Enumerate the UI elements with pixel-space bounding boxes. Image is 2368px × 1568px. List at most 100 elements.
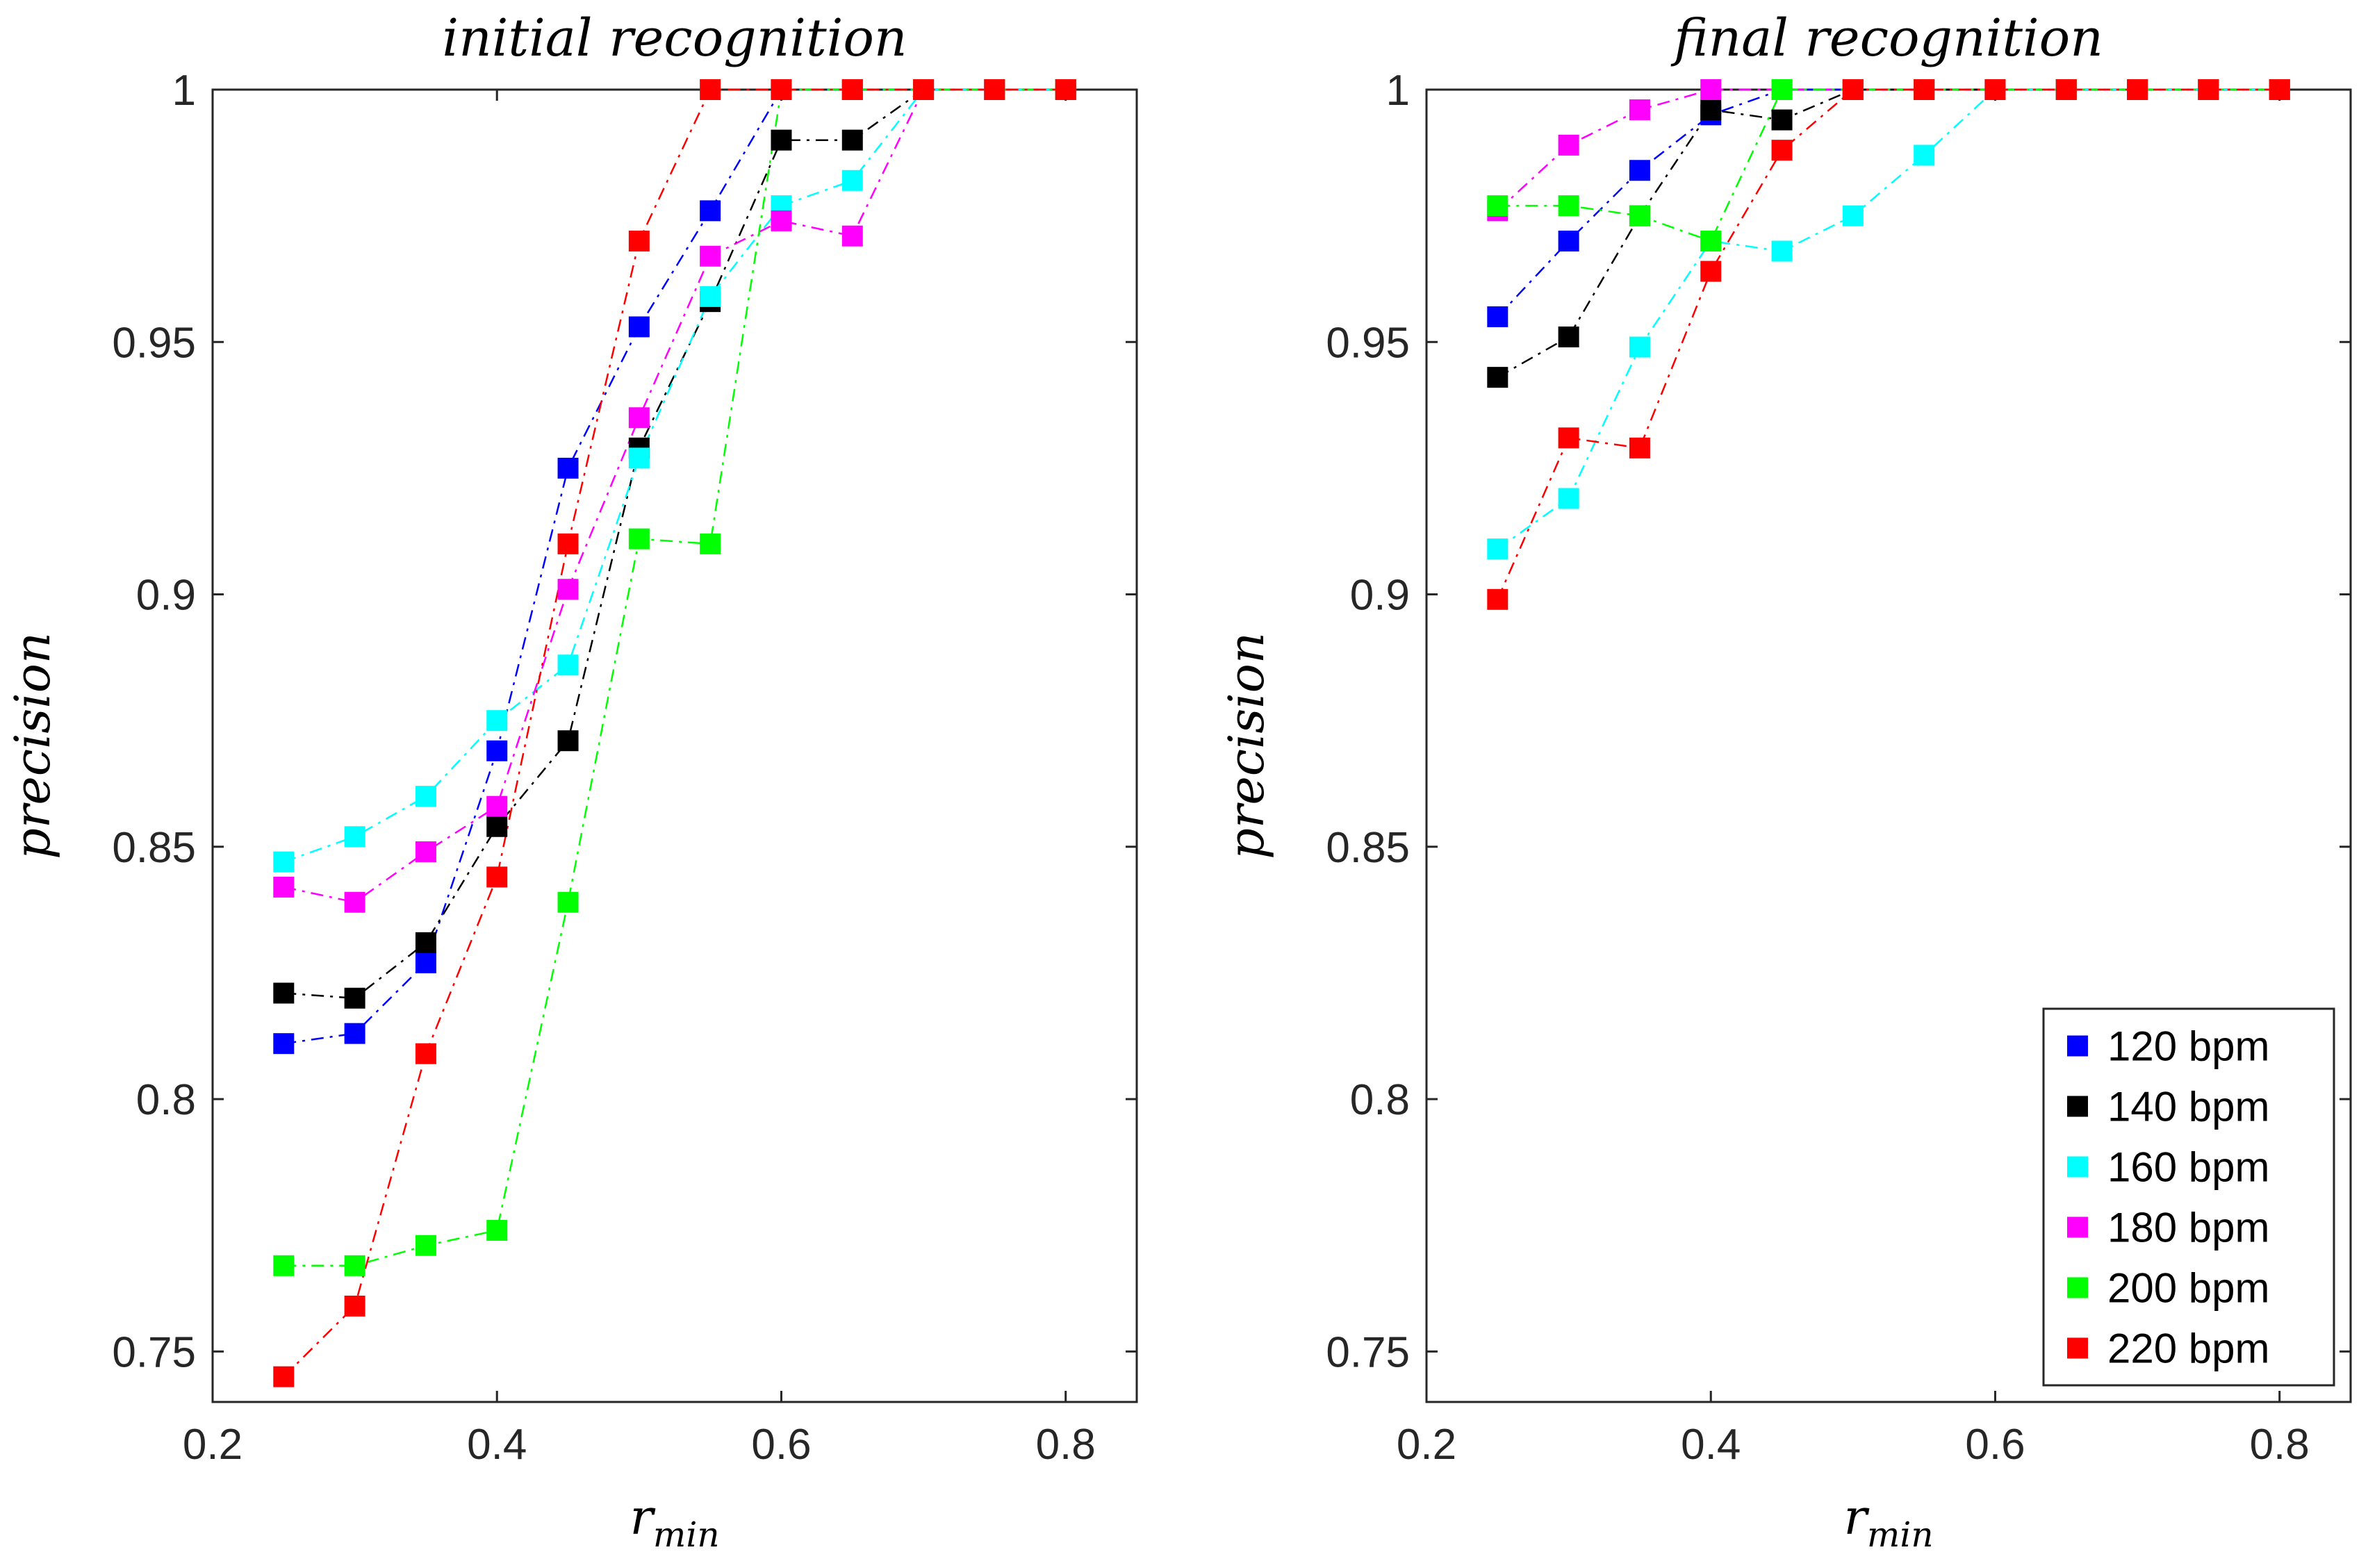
x-tick-label: 0.6 [1965,1421,2025,1469]
legend-swatch [2067,1096,2088,1117]
x-axis-label-sub: min [1867,1515,1934,1555]
series-line-160-bpm [283,88,1066,863]
y-tick-label: 0.9 [136,572,196,620]
data-point [415,786,436,807]
series-line-140-bpm [1497,88,2280,379]
series-markers-160-bpm [273,79,1076,873]
data-point [273,876,295,898]
legend-label: 160 bpm [2107,1144,2270,1191]
series-line-120-bpm [1497,88,2280,317]
x-tick-label: 0.6 [751,1421,811,1469]
y-tick-label: 1 [172,67,196,115]
data-point [628,447,650,469]
series-line-200-bpm [283,88,1066,1267]
data-point [1558,488,1579,509]
x-tick-label: 0.8 [2250,1421,2310,1469]
data-point [841,170,863,191]
legend-label: 180 bpm [2107,1205,2270,1251]
data-point [273,1033,295,1055]
data-point [2055,79,2077,100]
data-point [1487,367,1508,388]
series-line-200-bpm [1497,88,2280,242]
data-point [273,1255,295,1276]
data-point [1629,336,1650,358]
data-point [700,533,721,554]
data-point [2198,79,2219,100]
x-axis-label-main: r [630,1489,655,1546]
series-line-220-bpm [283,88,1066,1378]
data-point [344,1295,365,1317]
y-tick-label: 1 [1386,67,1410,115]
y-tick-label: 0.9 [1350,572,1410,620]
data-point [1558,195,1579,217]
data-point [1842,79,1864,100]
y-tick-label: 0.75 [112,1328,196,1376]
y-axis-label: precision [4,632,61,859]
data-point [1487,306,1508,327]
x-tick-label: 0.8 [1036,1421,1096,1469]
y-tick-label: 0.95 [112,319,196,367]
series-markers-220-bpm [1487,79,2290,610]
data-point [273,1366,295,1387]
data-point [700,286,721,307]
chart-title: initial recognition [442,8,907,68]
x-tick-label: 0.2 [1397,1421,1456,1469]
data-point [841,225,863,247]
data-point [273,982,295,1004]
x-tick-label: 0.4 [1681,1421,1741,1469]
data-point [1771,79,1793,100]
data-point [700,245,721,267]
series-markers-160-bpm [1487,79,2290,560]
x-tick-label: 0.4 [467,1421,527,1469]
data-point [1487,538,1508,560]
data-point [557,730,579,752]
data-point [1914,145,1935,166]
legend-swatch [2067,1035,2088,1057]
data-point [1629,99,1650,121]
legend-swatch [2067,1216,2088,1238]
data-point [415,841,436,863]
data-point [1558,427,1579,449]
x-axis-label-sub: min [653,1515,720,1555]
legend-box [2042,1007,2335,1387]
data-point [771,129,792,151]
series-line-220-bpm [1497,88,2280,600]
data-point [1558,327,1579,348]
data-point [415,1235,436,1256]
data-point [1629,437,1650,459]
data-point [1700,99,1722,121]
chart-title: final recognition [1670,8,2103,68]
data-point [1700,79,1722,100]
data-point [771,210,792,231]
y-tick-label: 0.8 [136,1076,196,1124]
series-markers-220-bpm [273,79,1076,1387]
data-point [2127,79,2148,100]
y-axis-label: precision [1218,632,1275,859]
series-line-140-bpm [283,88,1066,1000]
y-tick-label: 0.85 [112,824,196,872]
x-tick-label: 0.2 [183,1421,242,1469]
y-tick-label: 0.8 [1350,1076,1410,1124]
legend-label: 200 bpm [2107,1265,2270,1312]
data-point [628,230,650,251]
series-line-180-bpm [283,88,1066,904]
series-line-180-bpm [1497,88,2280,212]
data-point [415,932,436,953]
data-point [344,987,365,1009]
data-point [1629,205,1650,226]
data-point [628,316,650,338]
y-tick-label: 0.95 [1326,319,1410,367]
data-point [771,79,792,100]
data-point [557,457,579,479]
series-markers-140-bpm [273,79,1076,1009]
data-point [344,1023,365,1044]
plot-frame [211,88,1138,1403]
data-point [2269,79,2290,100]
data-point [1558,134,1579,156]
series-line-160-bpm [1497,88,2280,550]
data-point [1700,230,1722,251]
data-point [486,795,508,817]
data-point [1700,261,1722,282]
y-tick-label: 0.75 [1326,1328,1410,1376]
